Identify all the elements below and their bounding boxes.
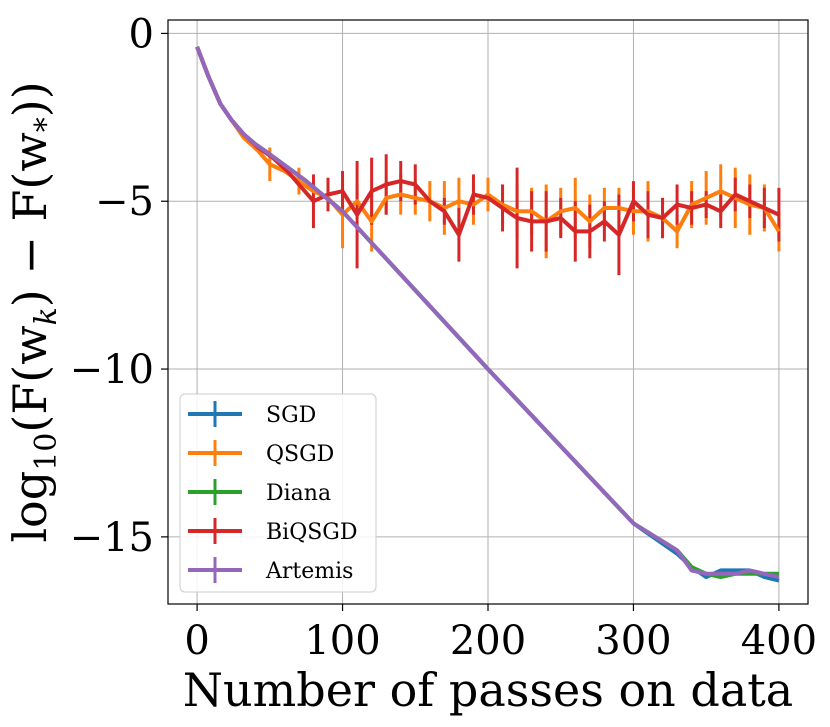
x-tick-label: 300 [595, 618, 671, 664]
legend-label-artemis: Artemis [265, 559, 353, 584]
legend-label-diana: Diana [266, 481, 331, 506]
series-lines [195, 46, 781, 583]
y-tick-label: −10 [70, 347, 154, 393]
grid [168, 20, 808, 604]
ticks: 0 100 200 300 400 0 −5 −10 −15 [70, 11, 818, 664]
series-line-artemis [195, 46, 780, 580]
x-tick-label: 400 [741, 618, 817, 664]
legend-label-sgd: SGD [266, 403, 316, 428]
x-tick-label: 0 [184, 618, 209, 664]
legend: SGD QSGD Diana BiQSGD Artemis [179, 393, 377, 593]
legend-box [179, 393, 377, 593]
y-tick-label: −5 [95, 179, 154, 225]
legend-label-qsgd: QSGD [266, 442, 334, 467]
series-line-biqsgd [195, 46, 780, 237]
y-axis-label-group: log10(F(wk) − F(w*)) [3, 81, 64, 542]
y-tick-label: −15 [70, 515, 154, 561]
legend-label-biqsgd: BiQSGD [266, 520, 358, 545]
y-axis-label: log10(F(wk) − F(w*)) [3, 81, 64, 542]
x-tick-label: 100 [304, 618, 380, 664]
x-tick-label: 200 [450, 618, 526, 664]
series-line-qsgd [195, 46, 781, 234]
x-axis-label: Number of passes on data [183, 663, 793, 717]
x-axis-label-group: Number of passes on data [183, 663, 793, 717]
y-tick-label: 0 [129, 11, 154, 57]
